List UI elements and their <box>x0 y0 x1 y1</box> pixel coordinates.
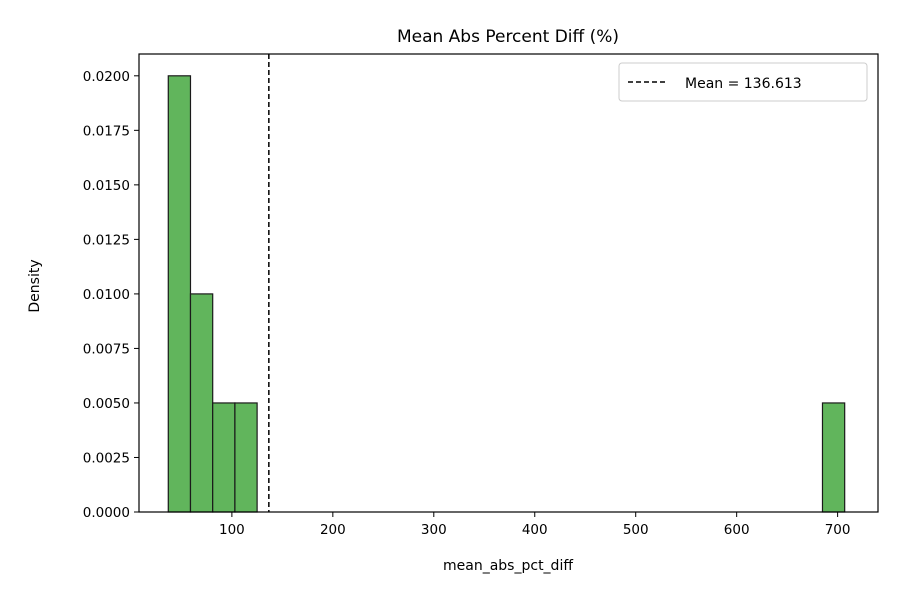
y-axis: 0.0000 0.0025 0.0050 0.0075 0.0100 0.0125 0.01… <box>83 69 139 521</box>
histogram-bar-4 <box>821 402 846 513</box>
y-tick-label: 0.0125 <box>83 232 130 248</box>
x-tick-label: 700 <box>825 522 851 538</box>
histogram-bar-2 <box>212 402 236 513</box>
legend: Mean = 136.613 <box>618 62 868 102</box>
histogram-bar-0 <box>167 75 192 513</box>
x-tick-label: 500 <box>623 522 649 538</box>
y-tick-label: 0.0200 <box>83 69 130 85</box>
x-tick-label: 200 <box>320 522 346 538</box>
x-axis-title: mean_abs_pct_diff <box>443 558 573 574</box>
y-tick-label: 0.0075 <box>83 341 130 357</box>
histogram-bar-3 <box>234 402 258 513</box>
y-tick-label: 0.0175 <box>83 123 130 139</box>
y-tick-label: 0.0025 <box>83 450 130 466</box>
x-tick-label: 600 <box>724 522 750 538</box>
histogram-bar-1 <box>189 293 214 513</box>
legend-mean-label: Mean = 136.613 <box>685 76 802 92</box>
x-tick-label: 100 <box>219 522 245 538</box>
plot-frame <box>138 53 879 513</box>
x-tick-label: 300 <box>421 522 447 538</box>
chart-title: Mean Abs Percent Diff (%) <box>397 27 619 47</box>
x-tick-label: 400 <box>522 522 548 538</box>
bars-group <box>167 75 846 513</box>
y-tick-label: 0.0100 <box>83 287 130 303</box>
legend-box <box>618 62 868 102</box>
x-axis: 100 200 300 400 500 600 700 <box>219 512 851 538</box>
y-tick-label: 0.0150 <box>83 178 130 194</box>
y-tick-label: 0.0000 <box>83 505 130 521</box>
y-tick-label: 0.0050 <box>83 396 130 412</box>
y-axis-title: Density <box>27 259 43 312</box>
